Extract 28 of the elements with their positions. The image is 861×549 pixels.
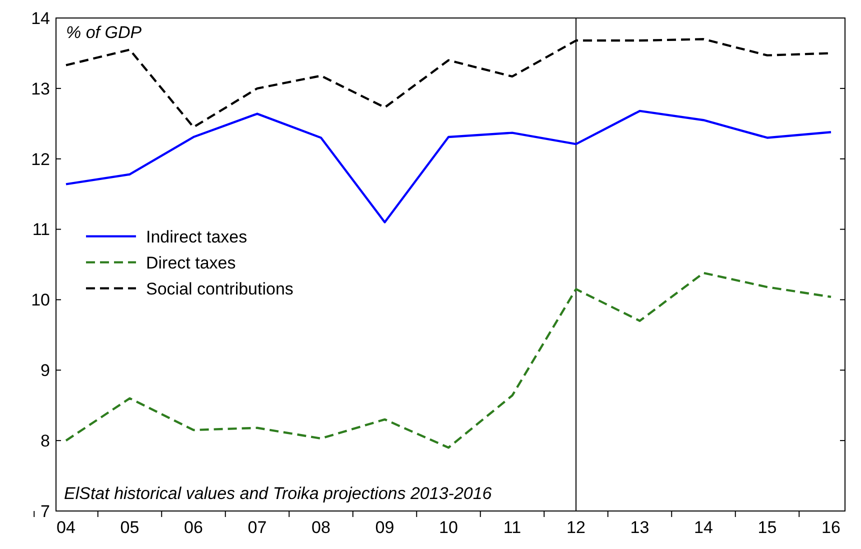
y-tick-label: 8: [40, 432, 50, 451]
legend-label: Direct taxes: [146, 253, 236, 272]
y-tick-label: 9: [40, 361, 50, 380]
x-tick-label: 13: [630, 518, 650, 537]
x-tick-label: 10: [439, 518, 458, 537]
y-tick-label: 10: [31, 290, 50, 310]
x-tick-label: 15: [758, 518, 777, 537]
y-tick-label: 7: [40, 502, 50, 521]
annotation: ElStat historical values and Troika projections 2013-2016: [64, 484, 492, 503]
legend-label: Indirect taxes: [146, 227, 248, 246]
x-tick-label: 08: [312, 518, 330, 537]
x-tick-label: 12: [566, 518, 586, 537]
annotation: % of GDP: [66, 23, 142, 42]
x-tick-label: 05: [120, 518, 140, 537]
x-tick-label: 14: [694, 518, 713, 537]
x-tick-label: 06: [184, 518, 203, 537]
x-tick-label: 04: [56, 518, 76, 537]
x-tick-label: 11: [503, 518, 522, 537]
x-tick-label: 09: [375, 518, 394, 537]
line-series: [64, 110, 832, 224]
x-tick-label: 07: [248, 518, 267, 537]
x-tick-label: 16: [822, 518, 840, 537]
legend-label: Social contributions: [146, 279, 294, 298]
y-tick-label: 14: [31, 8, 50, 28]
y-tick-label: 11: [32, 220, 50, 240]
y-tick-label: 13: [31, 79, 50, 98]
line-series: [64, 272, 832, 449]
y-tick-label: 12: [31, 150, 50, 169]
